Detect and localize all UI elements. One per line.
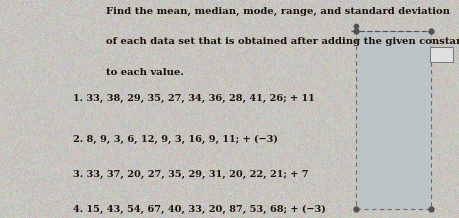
FancyBboxPatch shape	[430, 47, 453, 62]
Bar	[356, 31, 431, 209]
Text: of each data set that is obtained after adding the given constant: of each data set that is obtained after …	[106, 37, 459, 46]
Text: 1. 33, 38, 29, 35, 27, 34, 36, 28, 41, 26; + 11: 1. 33, 38, 29, 35, 27, 34, 36, 28, 41, 2…	[73, 94, 315, 103]
Text: 2. 8, 9, 3, 6, 12, 9, 3, 16, 9, 11; + (−3): 2. 8, 9, 3, 6, 12, 9, 3, 16, 9, 11; + (−…	[73, 135, 278, 144]
Text: 3. 33, 37, 20, 27, 35, 29, 31, 20, 22, 21; + 7: 3. 33, 37, 20, 27, 35, 29, 31, 20, 22, 2…	[73, 170, 309, 179]
Text: 4. 15, 43, 54, 67, 40, 33, 20, 87, 53, 68; + (−3): 4. 15, 43, 54, 67, 40, 33, 20, 87, 53, 6…	[73, 205, 326, 214]
Text: Find the mean, median, mode, range, and standard deviation: Find the mean, median, mode, range, and …	[106, 7, 449, 15]
Text: to each value.: to each value.	[106, 68, 184, 77]
